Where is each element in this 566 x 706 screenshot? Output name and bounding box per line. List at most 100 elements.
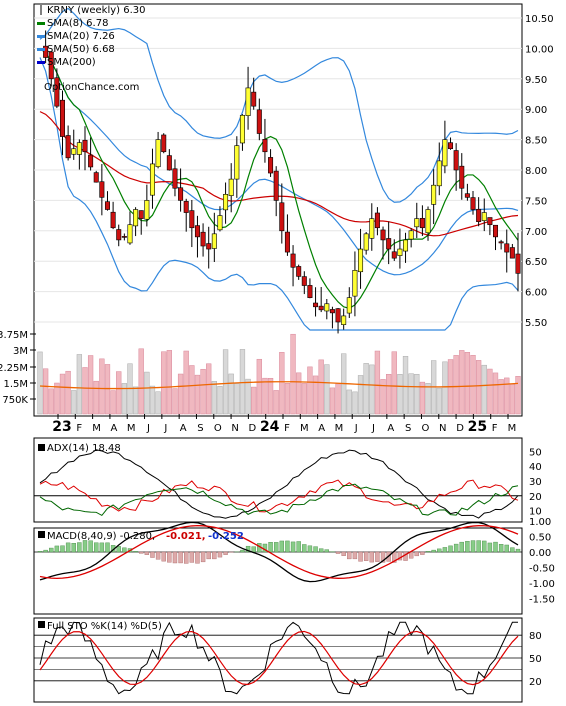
candle-body: [442, 139, 448, 167]
macd-histogram-bar: [77, 542, 82, 553]
macd-histogram-bar: [60, 545, 65, 553]
candle-body: [234, 145, 240, 180]
macd-histogram-bar: [167, 551, 172, 563]
volume-bar: [267, 377, 274, 415]
candle-body: [166, 155, 172, 171]
legend: KRNY (weekly) 6.30 SMA(8) 6.78 SMA(20) 7.2…: [37, 5, 146, 68]
legend-label: SMA(20) 7.26: [47, 31, 115, 42]
candle-body: [127, 224, 133, 244]
candle-body: [217, 215, 223, 231]
volume-bar: [48, 388, 54, 415]
macd-histogram-bar: [459, 541, 464, 553]
macd-histogram-bar: [352, 551, 358, 560]
candle-body: [403, 239, 409, 252]
candle-body: [436, 160, 442, 187]
volume-bar: [110, 390, 116, 415]
macd-histogram-bar: [482, 540, 487, 553]
x-label: J: [354, 423, 358, 434]
candle-body: [211, 233, 217, 249]
candle-body: [88, 154, 94, 168]
candle-body: [279, 202, 285, 232]
candle-body: [414, 218, 420, 228]
macd-histogram-bar: [245, 545, 251, 553]
macd-histogram-bar: [515, 548, 521, 553]
candle-body: [358, 248, 364, 273]
legend-label: KRNY (weekly) 6.30: [47, 5, 146, 16]
price-tick-label: 7.00: [525, 227, 547, 238]
volume-bar: [82, 367, 88, 415]
volume-bar: [374, 350, 381, 415]
volume-bar: [239, 349, 246, 415]
volume-bar: [273, 390, 279, 415]
x-label: D: [456, 423, 464, 434]
macd-histogram-bar: [273, 542, 279, 553]
volume-tick-label: 750K: [2, 395, 28, 406]
price-tick-label: 6.00: [525, 288, 547, 299]
macd-histogram-bar: [195, 551, 200, 564]
adx-line: [39, 449, 519, 519]
x-label: A: [111, 423, 118, 434]
macd-signal-line: [39, 525, 519, 580]
candle-body: [386, 238, 392, 250]
candle-body: [133, 209, 139, 227]
volume-bar: [211, 381, 217, 415]
legend-label: SMA(200): [47, 57, 96, 68]
volume-bar: [262, 377, 268, 415]
sto-tick-label: 80: [529, 631, 542, 642]
volume-bar: [386, 374, 392, 415]
macd-histogram-bar: [144, 551, 150, 555]
volume-bar: [307, 366, 313, 415]
price-tick-label: 10.50: [525, 14, 554, 25]
volume-bar: [71, 390, 77, 415]
volume-bar: [149, 385, 156, 415]
volume-bar: [357, 375, 364, 415]
volume-bar: [284, 383, 291, 415]
volume-bar: [42, 368, 49, 415]
macd-histogram-bar: [302, 544, 307, 553]
candle-body: [65, 135, 71, 159]
x-label: S: [405, 423, 411, 434]
macd-histogram-bar: [178, 551, 183, 564]
volume-bar: [397, 374, 403, 415]
candle-body: [59, 99, 65, 137]
candle-body: [346, 297, 352, 314]
volume-bar: [475, 360, 482, 415]
candle-body: [99, 181, 105, 198]
candle-body: [149, 163, 155, 196]
candle-body: [352, 270, 358, 297]
candle-body: [144, 200, 150, 220]
macd-histogram-bar: [341, 551, 346, 556]
macd-histogram-bar: [82, 540, 88, 553]
volume-bar: [217, 386, 223, 415]
macd-histogram-bar: [369, 551, 374, 563]
candle-body: [48, 51, 54, 80]
price-tick-label: 9.50: [525, 75, 547, 86]
candle-body: [476, 208, 482, 222]
candle-body: [301, 276, 307, 286]
macd-histogram-bar: [240, 549, 245, 553]
x-axis-labels: 23 F M A M J J A S O N D 24 F M A M J J A S O N D 25 F M: [52, 414, 516, 435]
price-tick-label: 7.50: [525, 196, 547, 207]
macd-histogram-bar: [358, 551, 363, 562]
candle-body: [82, 139, 88, 153]
candle-body: [110, 211, 116, 229]
volume-bar: [346, 389, 352, 415]
x-label: M: [335, 423, 344, 434]
macd-label: MACD(8,40,9) -0.280,: [47, 531, 155, 542]
macd-histogram-bar: [453, 543, 459, 553]
volume-bar: [177, 373, 184, 415]
adx-tick-label: 30: [529, 477, 542, 488]
candle-body: [161, 134, 167, 153]
candle-body: [448, 142, 454, 150]
volume-bar: [206, 363, 212, 415]
macd-histogram-bar: [172, 551, 178, 564]
macd-tick-label: -1.50: [529, 595, 555, 606]
macd-histogram-bar: [414, 551, 419, 557]
volume-bar: [459, 350, 465, 415]
macd-histogram-bar: [150, 551, 155, 558]
sto-d-line: [39, 630, 519, 686]
macd-histogram-bar: [43, 549, 48, 553]
volume-bar: [408, 373, 414, 415]
candle-body: [453, 150, 459, 171]
